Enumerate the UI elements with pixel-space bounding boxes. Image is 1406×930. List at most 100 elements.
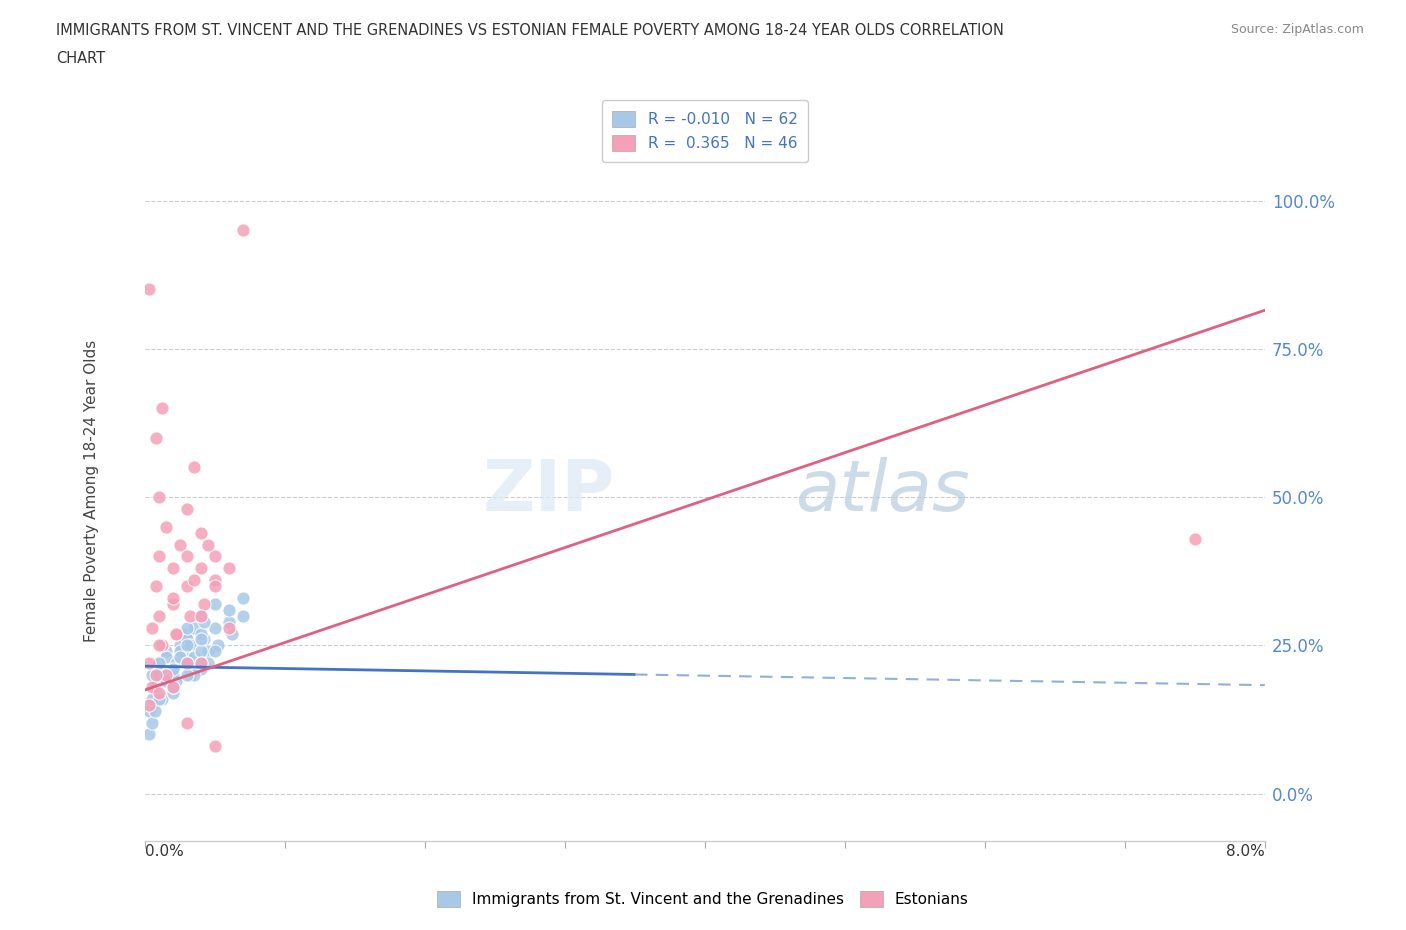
Point: [141, 698, 163, 712]
Point: [190, 525, 212, 540]
Text: 0.0%: 0.0%: [145, 844, 184, 859]
Point: [143, 703, 166, 718]
Point: [162, 561, 184, 576]
Point: [162, 680, 184, 695]
Point: [183, 620, 205, 635]
Point: [190, 656, 212, 671]
Point: [162, 680, 184, 695]
Point: [1184, 531, 1206, 546]
Point: [138, 282, 160, 297]
Point: [150, 638, 173, 653]
Point: [204, 578, 226, 593]
Point: [190, 632, 212, 647]
Point: [138, 656, 160, 671]
Point: [204, 549, 226, 564]
Point: [179, 638, 201, 653]
Text: IMMIGRANTS FROM ST. VINCENT AND THE GRENADINES VS ESTONIAN FEMALE POVERTY AMONG : IMMIGRANTS FROM ST. VINCENT AND THE GREN…: [56, 23, 1004, 38]
Text: Female Poverty Among 18-24 Year Olds: Female Poverty Among 18-24 Year Olds: [84, 340, 98, 643]
Point: [204, 644, 226, 658]
Point: [176, 650, 198, 665]
Point: [148, 608, 170, 623]
Text: 8.0%: 8.0%: [1226, 844, 1265, 859]
Point: [141, 668, 163, 683]
Point: [141, 691, 163, 706]
Text: Source: ZipAtlas.com: Source: ZipAtlas.com: [1230, 23, 1364, 36]
Point: [176, 715, 198, 730]
Point: [169, 644, 191, 658]
Point: [176, 668, 198, 683]
Point: [190, 656, 212, 671]
Point: [138, 727, 160, 742]
Point: [155, 668, 177, 683]
Point: [232, 591, 254, 605]
Point: [138, 703, 160, 718]
Point: [148, 691, 170, 706]
Point: [197, 656, 219, 671]
Point: [145, 668, 167, 683]
Point: [165, 673, 187, 688]
Point: [190, 662, 212, 677]
Point: [193, 614, 215, 629]
Text: CHART: CHART: [56, 51, 105, 66]
Point: [179, 668, 201, 683]
Point: [190, 561, 212, 576]
Point: [176, 549, 198, 564]
Point: [193, 632, 215, 647]
Point: [162, 662, 184, 677]
Point: [176, 656, 198, 671]
Point: [232, 222, 254, 237]
Point: [162, 668, 184, 683]
Point: [148, 656, 170, 671]
Point: [150, 691, 173, 706]
Point: [169, 650, 191, 665]
Point: [155, 673, 177, 688]
Point: [162, 685, 184, 700]
Point: [148, 549, 170, 564]
Point: [176, 578, 198, 593]
Point: [150, 662, 173, 677]
Point: [183, 668, 205, 683]
Point: [176, 501, 198, 516]
Point: [204, 573, 226, 588]
Point: [207, 638, 229, 653]
Point: [148, 685, 170, 700]
Point: [204, 596, 226, 611]
Point: [169, 638, 191, 653]
Point: [183, 650, 205, 665]
Point: [155, 519, 177, 534]
Point: [176, 638, 198, 653]
Point: [165, 626, 187, 641]
Text: atlas: atlas: [794, 457, 969, 525]
Point: [221, 626, 243, 641]
Point: [190, 656, 212, 671]
Text: ZIP: ZIP: [484, 457, 616, 525]
Point: [179, 608, 201, 623]
Point: [145, 578, 167, 593]
Point: [218, 603, 240, 618]
Point: [165, 656, 187, 671]
Point: [162, 596, 184, 611]
Point: [145, 431, 167, 445]
Point: [150, 401, 173, 416]
Point: [204, 738, 226, 753]
Legend: R = -0.010   N = 62, R =  0.365   N = 46: R = -0.010 N = 62, R = 0.365 N = 46: [602, 100, 808, 162]
Point: [145, 680, 167, 695]
Point: [190, 626, 212, 641]
Point: [190, 644, 212, 658]
Legend: Immigrants from St. Vincent and the Grenadines, Estonians: Immigrants from St. Vincent and the Gren…: [432, 884, 974, 913]
Point: [197, 644, 219, 658]
Point: [176, 620, 198, 635]
Point: [141, 715, 163, 730]
Point: [190, 608, 212, 623]
Point: [148, 673, 170, 688]
Point: [176, 626, 198, 641]
Point: [143, 680, 166, 695]
Point: [145, 685, 167, 700]
Point: [176, 656, 198, 671]
Point: [190, 608, 212, 623]
Point: [141, 680, 163, 695]
Point: [183, 573, 205, 588]
Point: [197, 538, 219, 552]
Point: [232, 608, 254, 623]
Point: [204, 620, 226, 635]
